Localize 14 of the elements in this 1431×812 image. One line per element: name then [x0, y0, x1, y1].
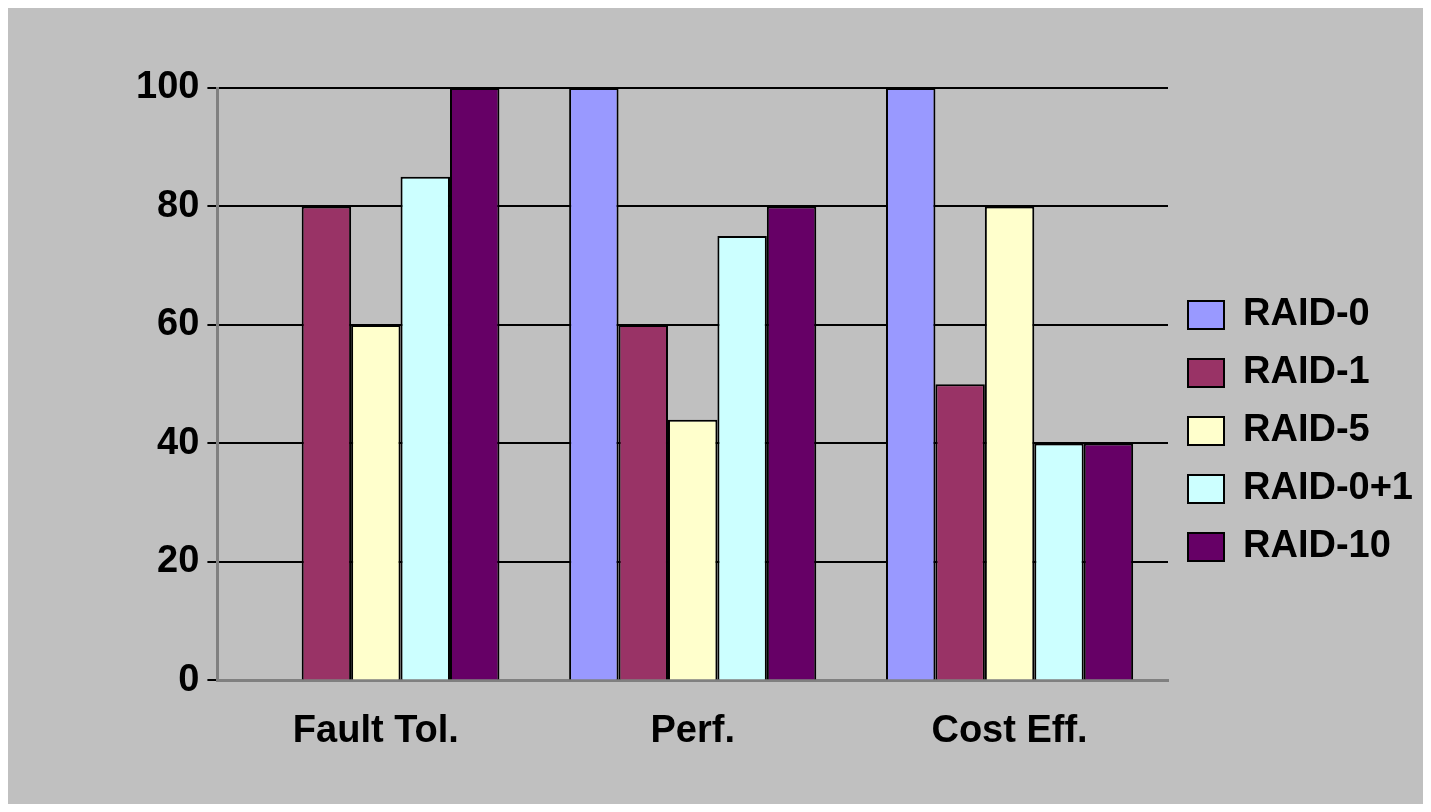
y-tick-label: 20: [157, 538, 200, 581]
y-tick-label: 40: [157, 419, 200, 462]
x-tick-label: Cost Eff.: [931, 707, 1088, 750]
legend-label: RAID-10: [1243, 523, 1391, 566]
y-tick-label: 0: [178, 656, 200, 699]
legend-label: RAID-0: [1243, 291, 1370, 334]
y-tick-label: 100: [136, 64, 200, 107]
x-tick-label: Perf.: [650, 707, 735, 750]
legend-label: RAID-5: [1243, 407, 1370, 450]
x-tick-label: Fault Tol.: [292, 707, 459, 750]
legend-label: RAID-1: [1243, 349, 1370, 392]
y-tick-label: 80: [157, 182, 200, 225]
y-tick-label: 60: [157, 301, 200, 344]
legend-label: RAID-0+1: [1243, 465, 1413, 508]
